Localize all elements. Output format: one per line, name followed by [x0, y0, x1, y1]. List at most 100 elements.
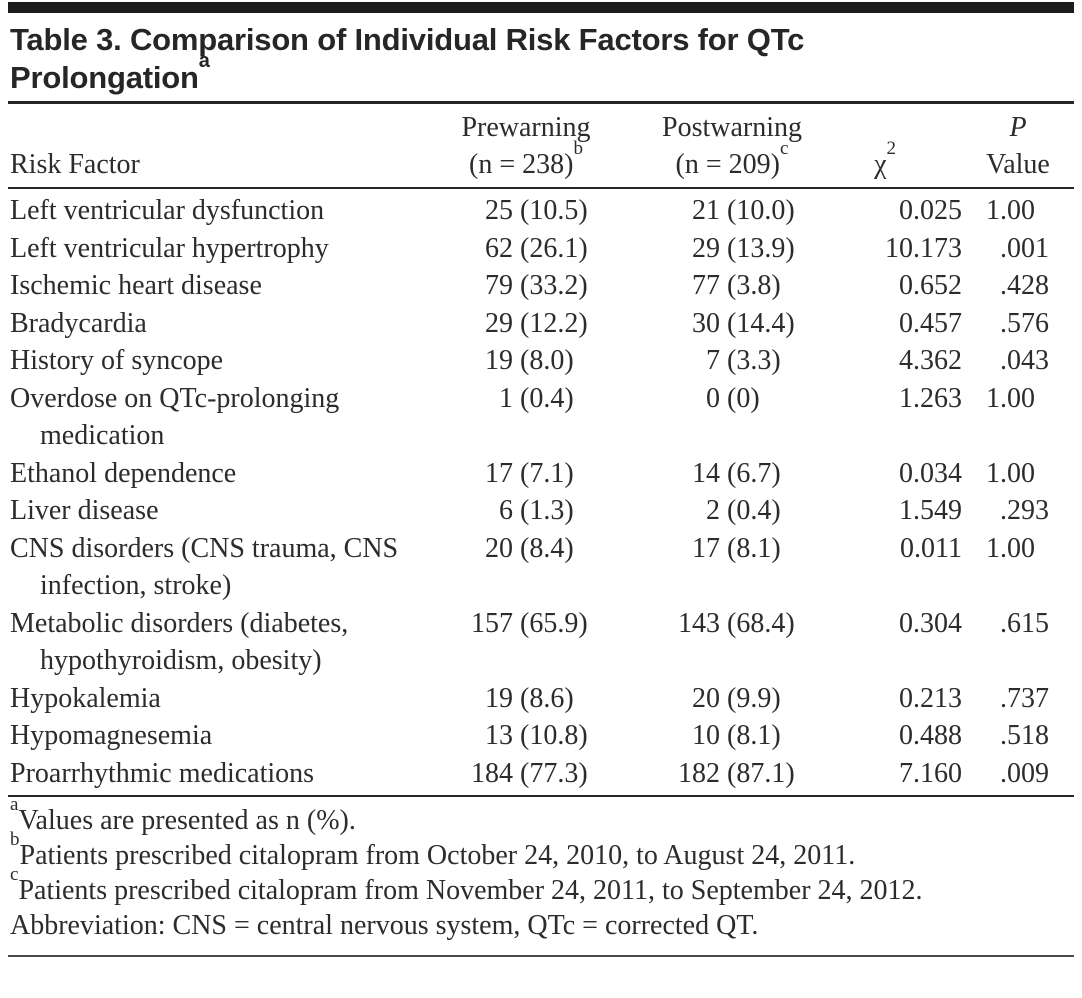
- column-header-label: Prewarning: [461, 112, 591, 143]
- risk-factor-cell: CNS disorders (CNS trauma, CNS infection…: [8, 530, 440, 605]
- postwarning-count: 7: [706, 345, 720, 376]
- table-header-row: Risk Factor Prewarning (n = 238)b Postwa…: [8, 104, 1074, 187]
- postwarning-percent: (9.9): [727, 682, 781, 714]
- postwarning-count: 14: [692, 457, 720, 489]
- postwarning-percent: (6.7): [727, 457, 781, 489]
- risk-factor-label: History of syncope: [10, 345, 224, 376]
- chi-square-value: 0.488: [899, 720, 962, 751]
- footnote: Abbreviation: CNS = central nervous syst…: [10, 910, 759, 941]
- chi-square-value: 0.034: [899, 457, 962, 489]
- column-header-risk-factor: Risk Factor: [8, 146, 440, 183]
- footnote-marker: b: [573, 137, 583, 159]
- table-title-text: Table 3. Comparison of Individual Risk F…: [10, 22, 805, 95]
- postwarning-percent: (68.4): [727, 607, 795, 639]
- risk-factor-label: Proarrhythmic medications: [10, 757, 315, 789]
- prewarning-count: 25: [485, 195, 513, 226]
- postwarning-count: 20: [692, 682, 720, 714]
- p-value-fraction: .428: [1000, 270, 1049, 301]
- footnote-marker: c: [10, 863, 19, 885]
- risk-factor-cell: Bradycardia: [8, 305, 440, 343]
- chi-square-value: 1.263: [899, 382, 962, 414]
- rule-under-header: [8, 187, 1074, 189]
- table-row: Overdose on QTc-prolonging medication 1 (0…: [8, 380, 1074, 455]
- p-value-fraction: .00: [1000, 382, 1035, 414]
- footnote: bPatients prescribed citalopram from Oct…: [10, 828, 856, 871]
- sample-size: (n = 209): [675, 149, 780, 180]
- risk-factor-label: Left ventricular dysfunction: [10, 195, 325, 226]
- chi-square-value: 0.652: [899, 270, 962, 301]
- prewarning-count: 17: [485, 457, 513, 489]
- risk-factor-label: Ischemic heart disease: [10, 270, 262, 301]
- footnote: aValues are presented as n (%).: [10, 793, 356, 836]
- rule-under-title: [8, 101, 1074, 104]
- p-value-fraction: .737: [1000, 682, 1049, 714]
- column-header-label: Risk Factor: [10, 149, 140, 180]
- column-header-label: P: [1009, 112, 1027, 143]
- postwarning-count: 2: [706, 495, 720, 526]
- risk-factor-cell: Ischemic heart disease: [8, 267, 440, 305]
- prewarning-percent: (33.2): [520, 270, 588, 301]
- prewarning-percent: (65.9): [520, 607, 588, 639]
- table-row: Metabolic disorders (diabetes, hypothyro…: [8, 605, 1074, 680]
- postwarning-count: 143: [678, 607, 720, 639]
- bottom-rule: [8, 955, 1074, 957]
- table-row: Hypokalemia 19 (8.6) 20 (9.9) 0.213 .737: [8, 680, 1074, 718]
- prewarning-percent: (26.1): [520, 232, 588, 264]
- risk-factor-label: Ethanol dependence: [10, 457, 237, 489]
- column-header-subline: (n = 238)b: [440, 139, 612, 183]
- table-row: Bradycardia 29 (12.2) 30 (14.4) 0.457 .576: [8, 305, 1074, 343]
- risk-factor-label: Hypomagnesemia: [10, 720, 213, 751]
- chi-square-value: 10.173: [885, 232, 962, 264]
- prewarning-count: 62: [485, 232, 513, 264]
- prewarning-count: 19: [485, 345, 513, 376]
- risk-factor-cell: Ethanol dependence: [8, 455, 440, 493]
- risk-factor-label: Liver disease: [10, 495, 159, 526]
- footnote-marker: c: [780, 137, 789, 159]
- risk-factor-label: Overdose on QTc-prolonging medication: [10, 382, 340, 452]
- prewarning-count: 184: [471, 757, 513, 789]
- chi-square-value: 0.304: [899, 607, 962, 639]
- p-value-fraction: .00: [1000, 457, 1035, 489]
- prewarning-percent: (1.3): [520, 495, 574, 526]
- postwarning-count: 30: [692, 307, 720, 339]
- p-value-fraction: .001: [1000, 232, 1049, 264]
- p-value-fraction: .043: [1000, 345, 1049, 376]
- prewarning-count: 6: [499, 495, 513, 526]
- postwarning-count: 77: [692, 270, 720, 301]
- prewarning-count: 19: [485, 682, 513, 714]
- p-value-fraction: .009: [1000, 757, 1049, 789]
- table-row: Ischemic heart disease 79 (33.2) 77 (3.8) 0.6…: [8, 267, 1074, 305]
- risk-factor-cell: Liver disease: [8, 492, 440, 530]
- top-rule-bar: [8, 2, 1074, 13]
- chi-square-exponent: 2: [886, 137, 897, 159]
- chi-symbol: χ: [874, 149, 887, 180]
- postwarning-count: 29: [692, 232, 720, 264]
- prewarning-percent: (8.6): [520, 682, 574, 714]
- risk-factor-label: Metabolic disorders (diabetes, hypothyro…: [10, 607, 349, 677]
- column-header-prewarning: Prewarning (n = 238)b: [440, 109, 612, 183]
- p-value-fraction: .518: [1000, 720, 1049, 751]
- prewarning-count: 1: [499, 382, 513, 414]
- column-header-subline: (n = 209)c: [632, 139, 832, 183]
- risk-factor-label: Bradycardia: [10, 307, 147, 339]
- postwarning-count: 17: [692, 532, 720, 564]
- postwarning-percent: (3.3): [727, 345, 781, 376]
- table-title-footnote-marker: a: [198, 49, 210, 72]
- chi-square-value: 0.025: [899, 195, 962, 226]
- postwarning-percent: (87.1): [727, 757, 795, 789]
- postwarning-percent: (8.1): [727, 532, 781, 564]
- p-value-integer: 1: [986, 457, 1000, 489]
- chi-square-value: 0.457: [899, 307, 962, 339]
- footnote: cPatients prescribed citalopram from Nov…: [10, 863, 923, 906]
- postwarning-percent: (0.4): [727, 495, 781, 526]
- risk-factor-cell: Hypomagnesemia: [8, 717, 440, 755]
- p-value-integer: 1: [986, 195, 1000, 226]
- postwarning-percent: (8.1): [727, 720, 781, 751]
- table-row: Liver disease 6 (1.3) 2 (0.4) 1.549 .293: [8, 492, 1074, 530]
- column-header-postwarning: Postwarning (n = 209)c: [632, 109, 832, 183]
- p-value-fraction: .00: [1000, 532, 1035, 564]
- table-row: Ethanol dependence 17 (7.1) 14 (6.7) 0.034 1.0…: [8, 455, 1074, 493]
- risk-factor-cell: History of syncope: [8, 342, 440, 380]
- postwarning-percent: (10.0): [727, 195, 795, 226]
